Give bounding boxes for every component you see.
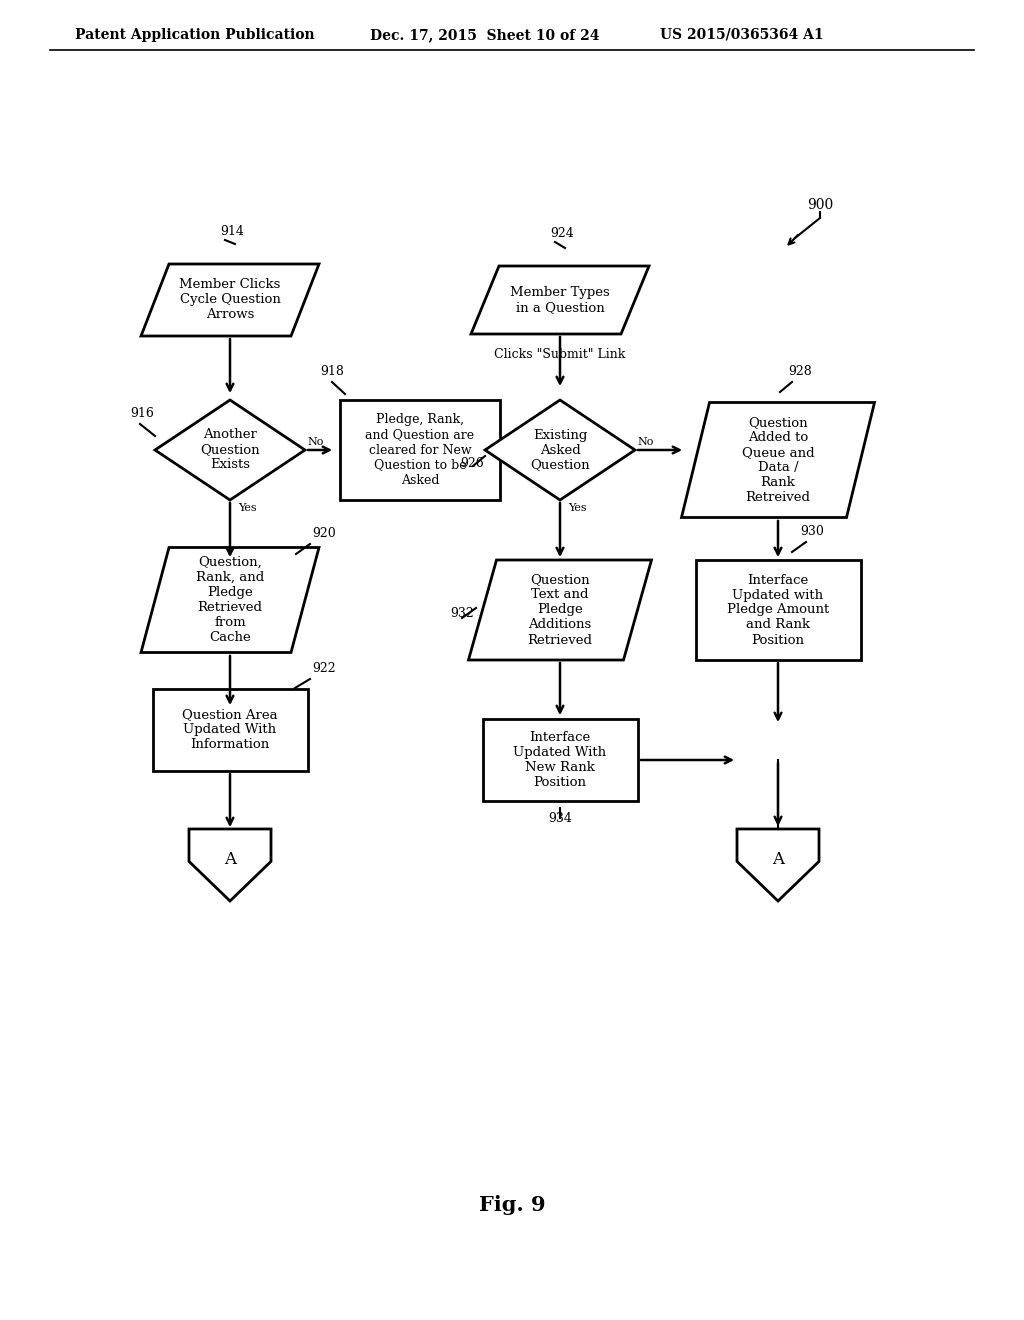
Text: Patent Application Publication: Patent Application Publication [75, 28, 314, 42]
Polygon shape [737, 829, 819, 902]
Text: Clicks "Submit" Link: Clicks "Submit" Link [495, 348, 626, 362]
Text: No: No [307, 437, 324, 447]
Text: 934: 934 [548, 812, 572, 825]
Polygon shape [471, 267, 649, 334]
Text: Question
Added to
Queue and
Data /
Rank
Retreived: Question Added to Queue and Data / Rank … [741, 416, 814, 504]
Text: Interface
Updated With
New Rank
Position: Interface Updated With New Rank Position [513, 731, 606, 789]
Text: Member Types
in a Question: Member Types in a Question [510, 286, 610, 314]
Text: Member Clicks
Cycle Question
Arrows: Member Clicks Cycle Question Arrows [179, 279, 281, 322]
Polygon shape [485, 400, 635, 500]
Text: 916: 916 [130, 407, 154, 420]
Text: Question Area
Updated With
Information: Question Area Updated With Information [182, 709, 278, 751]
Polygon shape [682, 403, 874, 517]
Bar [153, 689, 307, 771]
Text: 914: 914 [220, 224, 244, 238]
Polygon shape [189, 829, 271, 902]
Text: No: No [637, 437, 653, 447]
Text: Another
Question
Exists: Another Question Exists [200, 429, 260, 471]
Text: A: A [772, 850, 784, 867]
Text: 900: 900 [807, 198, 834, 213]
Text: 932: 932 [450, 607, 474, 620]
Text: 918: 918 [319, 366, 344, 378]
Text: 926: 926 [460, 457, 483, 470]
Text: 924: 924 [550, 227, 573, 240]
Polygon shape [141, 264, 319, 337]
Polygon shape [155, 400, 305, 500]
Text: Dec. 17, 2015  Sheet 10 of 24: Dec. 17, 2015 Sheet 10 of 24 [370, 28, 599, 42]
Text: Interface
Updated with
Pledge Amount
and Rank
Position: Interface Updated with Pledge Amount and… [727, 573, 829, 647]
Bar [482, 719, 638, 801]
Text: Yes: Yes [568, 503, 587, 513]
Bar [695, 560, 860, 660]
Text: Existing
Asked
Question: Existing Asked Question [530, 429, 590, 471]
Text: 928: 928 [788, 366, 812, 378]
Text: Question,
Rank, and
Pledge
Retrieved
from
Cache: Question, Rank, and Pledge Retrieved fro… [196, 556, 264, 644]
Bar [340, 400, 500, 500]
Text: 920: 920 [312, 527, 336, 540]
Text: Fig. 9: Fig. 9 [478, 1195, 546, 1214]
Polygon shape [141, 548, 319, 652]
Text: Pledge, Rank,
and Question are
cleared for New
Question to be
Asked: Pledge, Rank, and Question are cleared f… [366, 413, 474, 487]
Polygon shape [469, 560, 651, 660]
Text: Yes: Yes [238, 503, 257, 513]
Text: 930: 930 [800, 525, 824, 539]
Text: Question
Text and
Pledge
Additions
Retrieved: Question Text and Pledge Additions Retri… [527, 573, 593, 647]
Text: A: A [224, 850, 236, 867]
Text: US 2015/0365364 A1: US 2015/0365364 A1 [660, 28, 823, 42]
Text: 922: 922 [312, 663, 336, 675]
